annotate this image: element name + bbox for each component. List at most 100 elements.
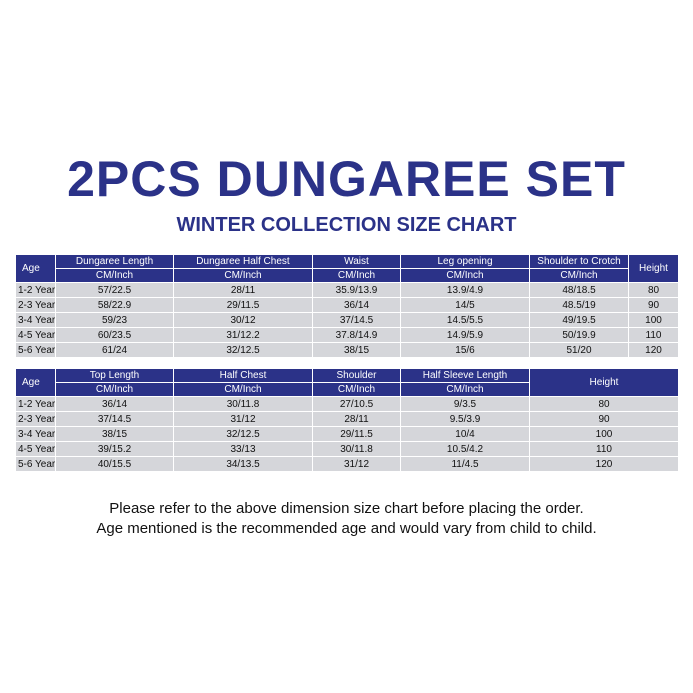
age-cell: 2-3 Year (15, 411, 56, 427)
data-row: 3-4 Year 38/15 32/12.5 29/11.5 10/4 100 (15, 426, 679, 442)
size-cell: 50/19.9 (529, 327, 629, 343)
header-row: Age Top Length Half Chest Shoulder Half Slee… (15, 368, 679, 397)
column-header: Dungaree Length (55, 254, 174, 269)
unit-header: CM/Inch (312, 382, 401, 397)
size-cell: 38/15 (312, 342, 401, 358)
size-cell: 49/19.5 (529, 312, 629, 328)
size-cell: 29/11.5 (173, 297, 313, 313)
data-row: 5-6 Year 40/15.5 34/13.5 31/12 11/4.5 120 (15, 456, 679, 472)
size-cell: 31/12.2 (173, 327, 313, 343)
size-cell: 9/3.5 (400, 396, 530, 412)
size-cell: 38/15 (55, 426, 174, 442)
size-cell: 80 (529, 396, 679, 412)
size-cell: 32/12.5 (173, 342, 313, 358)
column-header: Shoulder to Crotch (529, 254, 629, 269)
column-header: Leg opening (400, 254, 530, 269)
header-row: Age Dungaree Length Dungaree Half Chest Wai… (15, 254, 679, 283)
age-cell: 2-3 Year (15, 297, 56, 313)
size-cell: 31/12 (173, 411, 313, 427)
data-row: 4-5 Year 60/23.5 31/12.2 37.8/14.9 14.9/5.9 5… (15, 327, 679, 343)
unit-header: CM/Inch (529, 268, 629, 283)
size-cell: 27/10.5 (312, 396, 401, 412)
column-header: Half Sleeve Length (400, 368, 530, 383)
size-table: Age Dungaree Length Dungaree Half Chest Wai… (15, 254, 679, 358)
age-cell: 5-6 Year (15, 342, 56, 358)
unit-header: CM/Inch (55, 268, 174, 283)
size-cell: 35.9/13.9 (312, 282, 401, 298)
size-cell: 37/14.5 (55, 411, 174, 427)
size-cell: 9.5/3.9 (400, 411, 530, 427)
size-cell: 57/22.5 (55, 282, 174, 298)
column-header: Dungaree Half Chest (173, 254, 313, 269)
unit-header: CM/Inch (55, 382, 174, 397)
size-cell: 32/12.5 (173, 426, 313, 442)
size-cell: 60/23.5 (55, 327, 174, 343)
subtitle: WINTER COLLECTION SIZE CHART (176, 214, 517, 236)
size-cell: 39/15.2 (55, 441, 174, 457)
data-row: 1-2 Year 57/22.5 28/11 35.9/13.9 13.9/4.9 48/… (15, 282, 679, 298)
column-header: Height (529, 368, 679, 397)
size-cell: 37.8/14.9 (312, 327, 401, 343)
size-cell: 33/13 (173, 441, 313, 457)
size-cell: 51/20 (529, 342, 629, 358)
size-cell: 40/15.5 (55, 456, 174, 472)
age-cell: 1-2 Year (15, 396, 56, 412)
data-row: 2-3 Year 37/14.5 31/12 28/11 9.5/3.9 90 (15, 411, 679, 427)
size-cell: 110 (628, 327, 679, 343)
data-row: 4-5 Year 39/15.2 33/13 30/11.8 10.5/4.2 110 (15, 441, 679, 457)
size-cell: 48.5/19 (529, 297, 629, 313)
age-cell: 4-5 Year (15, 441, 56, 457)
size-cell: 15/6 (400, 342, 530, 358)
data-row: 1-2 Year 36/14 30/11.8 27/10.5 9/3.5 80 (15, 396, 679, 412)
size-cell: 28/11 (173, 282, 313, 298)
unit-header: CM/Inch (173, 382, 313, 397)
age-cell: 3-4 Year (15, 426, 56, 442)
size-cell: 80 (628, 282, 679, 298)
size-cell: 90 (628, 297, 679, 313)
size-cell: 61/24 (55, 342, 174, 358)
size-cell: 110 (529, 441, 679, 457)
column-header: Age (15, 254, 56, 283)
column-header: Age (15, 368, 56, 397)
size-cell: 28/11 (312, 411, 401, 427)
size-cell: 100 (529, 426, 679, 442)
age-cell: 1-2 Year (15, 282, 56, 298)
size-cell: 30/11.8 (173, 396, 313, 412)
size-cell: 120 (529, 456, 679, 472)
column-header: Height (628, 254, 679, 283)
note: Age mentioned is the recommended age and… (96, 520, 597, 537)
size-cell: 37/14.5 (312, 312, 401, 328)
size-cell: 30/11.8 (312, 441, 401, 457)
size-cell: 31/12 (312, 456, 401, 472)
size-cell: 14.9/5.9 (400, 327, 530, 343)
size-table: Age Top Length Half Chest Shoulder Half Slee… (15, 368, 679, 472)
size-cell: 30/12 (173, 312, 313, 328)
column-header: Top Length (55, 368, 174, 383)
unit-header: CM/Inch (312, 268, 401, 283)
size-cell: 58/22.9 (55, 297, 174, 313)
size-cell: 14/5 (400, 297, 530, 313)
size-cell: 36/14 (55, 396, 174, 412)
size-cell: 36/14 (312, 297, 401, 313)
size-cell: 13.9/4.9 (400, 282, 530, 298)
column-header: Half Chest (173, 368, 313, 383)
size-cell: 11/4.5 (400, 456, 530, 472)
size-cell: 59/23 (55, 312, 174, 328)
unit-row: CM/Inch CM/Inch CM/Inch CM/Inch CM/Inch (16, 268, 679, 283)
column-header: Shoulder (312, 368, 401, 383)
note: Please refer to the above dimension size… (109, 500, 584, 517)
size-cell: 120 (628, 342, 679, 358)
unit-header: CM/Inch (173, 268, 313, 283)
size-cell: 90 (529, 411, 679, 427)
unit-header: CM/Inch (400, 382, 530, 397)
age-cell: 4-5 Year (15, 327, 56, 343)
size-cell: 29/11.5 (312, 426, 401, 442)
data-row: 5-6 Year 61/24 32/12.5 38/15 15/6 51/20 120 (15, 342, 679, 358)
title: 2PCS DUNGAREE SET (67, 151, 626, 207)
size-cell: 14.5/5.5 (400, 312, 530, 328)
column-header: Waist (312, 254, 401, 269)
data-row: 3-4 Year 59/23 30/12 37/14.5 14.5/5.5 49/19.5… (15, 312, 679, 328)
age-cell: 5-6 Year (15, 456, 56, 472)
size-cell: 34/13.5 (173, 456, 313, 472)
